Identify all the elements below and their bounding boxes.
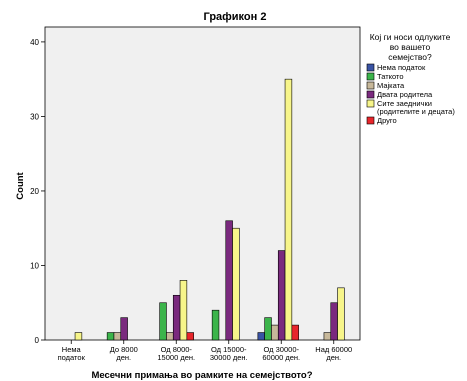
plot-background bbox=[44, 26, 361, 341]
x-tick-label: Нема податок bbox=[58, 345, 86, 362]
legend-label-line: Нема податок bbox=[377, 63, 426, 72]
legend-label-line: Друго bbox=[377, 116, 397, 125]
x-tick-label: Од 15000-30000 ден. bbox=[210, 345, 248, 362]
bar bbox=[106, 332, 115, 341]
legend-label: Таткото bbox=[377, 72, 404, 81]
x-tick-label-line: ден. bbox=[116, 353, 131, 362]
legend-swatch bbox=[366, 90, 375, 99]
x-tick-label-line: Од 8000- bbox=[161, 345, 193, 354]
legend-swatch bbox=[366, 63, 375, 72]
legend-label: Мајката bbox=[377, 81, 405, 90]
bar bbox=[166, 332, 174, 341]
legend-label: Нема податок bbox=[377, 63, 426, 72]
x-tick-label-line: До 8000 bbox=[110, 345, 138, 354]
bar bbox=[211, 309, 220, 341]
bar bbox=[113, 332, 122, 341]
legend-title: во вашето bbox=[390, 42, 431, 52]
legend-label: Сите заеднички (родителите и децата) bbox=[377, 99, 455, 116]
bar bbox=[277, 250, 286, 341]
x-tick-label: Од 8000-15000 ден. bbox=[157, 345, 195, 362]
legend-label-line: Двата родитела bbox=[377, 90, 433, 99]
y-tick-label: 20 bbox=[30, 187, 39, 196]
y-tick-label: 30 bbox=[30, 112, 39, 121]
bar bbox=[264, 317, 272, 341]
legend-swatch bbox=[366, 81, 375, 90]
y-axis: 0 10 20 30 40 bbox=[30, 38, 45, 345]
x-tick-label-line: Од 15000- bbox=[211, 345, 247, 354]
x-axis-title: Месечни примања во рамките на семејствот… bbox=[91, 370, 312, 381]
legend-label: Друго bbox=[377, 116, 397, 125]
bar bbox=[284, 78, 293, 341]
bar bbox=[159, 302, 167, 341]
bar bbox=[323, 332, 332, 341]
bar bbox=[186, 332, 194, 341]
bars-group bbox=[74, 78, 345, 341]
y-axis-title: Count bbox=[15, 171, 26, 199]
legend-title: Кој ги носи одлуките bbox=[370, 32, 451, 42]
x-tick-label-line: податок bbox=[58, 353, 86, 362]
bar bbox=[271, 324, 279, 341]
legend-label-line: Таткото bbox=[377, 72, 404, 81]
x-tick-label: До 8000 ден. bbox=[110, 345, 138, 362]
legend-swatch bbox=[366, 99, 375, 108]
x-tick-label-line: Нема bbox=[62, 345, 82, 354]
chart-title: Графикон 2 bbox=[204, 11, 267, 23]
legend-label-line: (родителите и децата) bbox=[377, 107, 455, 116]
x-tick-label-line: 15000 ден. bbox=[157, 353, 195, 362]
legend-label: Двата родитела bbox=[377, 90, 433, 99]
x-tick-label-line: ден. bbox=[326, 353, 341, 362]
legend-swatch bbox=[366, 116, 375, 125]
x-tick-label: Од 30000-60000 ден. bbox=[262, 345, 300, 362]
x-tick-label-line: Над 60000 bbox=[315, 345, 352, 354]
legend-label-line: Сите заеднички bbox=[377, 99, 432, 108]
y-tick-label: 10 bbox=[30, 261, 39, 270]
x-tick-label-line: 30000 ден. bbox=[210, 353, 248, 362]
x-tick-label: Над 60000 ден. bbox=[315, 345, 352, 362]
bar bbox=[232, 227, 240, 341]
x-tick-label-line: 60000 ден. bbox=[262, 353, 300, 362]
bar bbox=[257, 332, 265, 341]
legend-swatch bbox=[366, 72, 375, 81]
legend-label-line: Мајката bbox=[377, 81, 405, 90]
bar bbox=[120, 317, 128, 341]
bar bbox=[337, 287, 345, 341]
legend-title: семејство? bbox=[388, 52, 432, 62]
y-tick-label: 0 bbox=[35, 336, 40, 345]
bar bbox=[330, 302, 338, 341]
bar bbox=[225, 220, 233, 341]
y-tick-label: 40 bbox=[30, 38, 39, 47]
x-tick-label-line: Од 30000- bbox=[264, 345, 300, 354]
bar bbox=[172, 294, 181, 341]
bar bbox=[291, 324, 299, 341]
bar bbox=[179, 280, 188, 341]
bar bbox=[74, 332, 83, 341]
